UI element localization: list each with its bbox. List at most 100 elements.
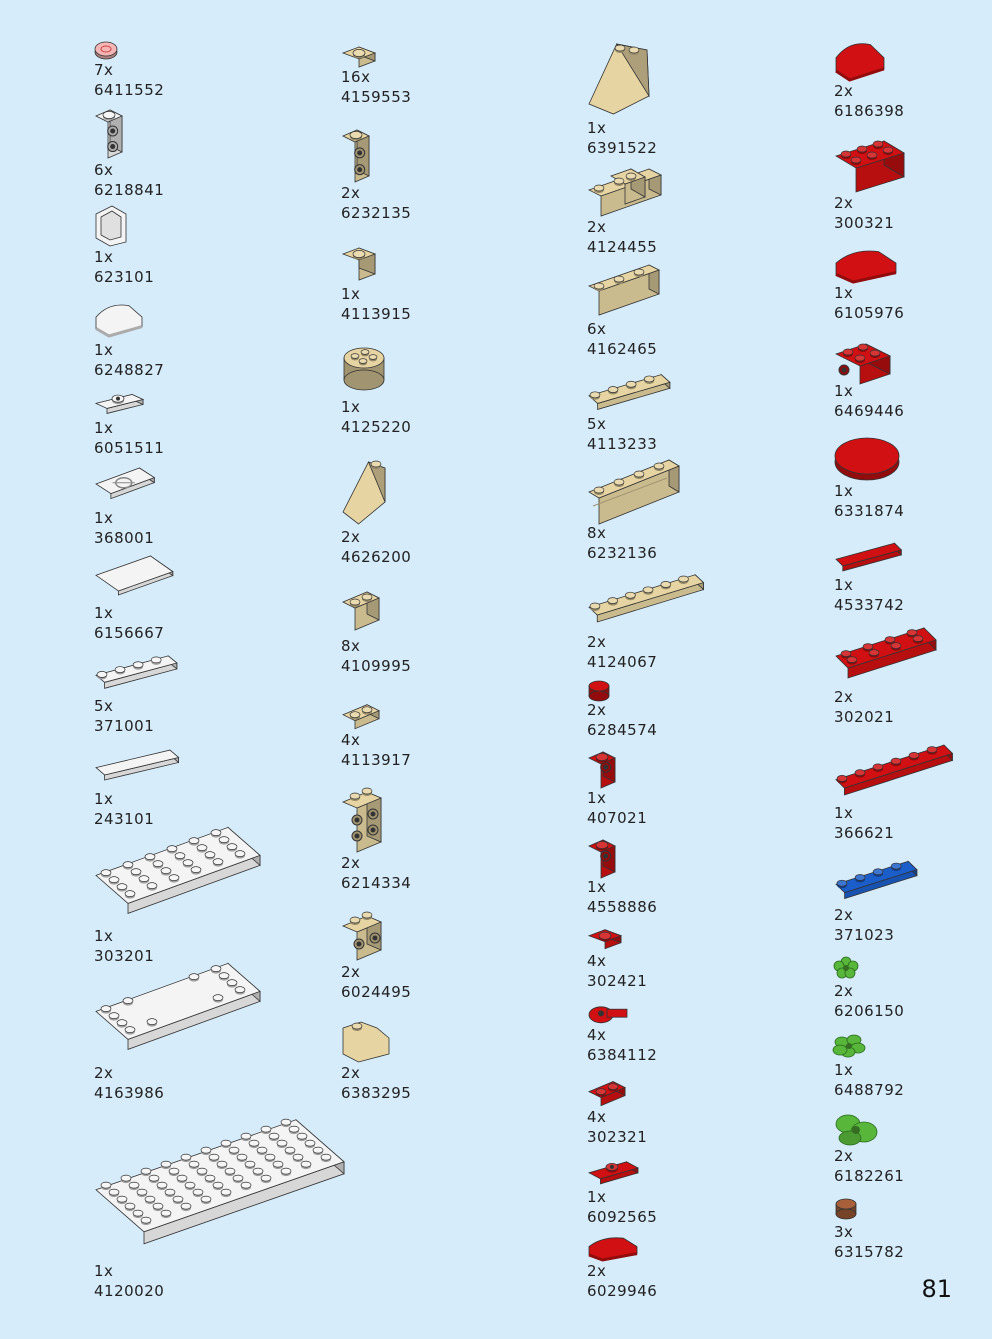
part-quantity: 1x (94, 248, 114, 266)
brick-side-stud-part-icon (588, 751, 616, 789)
part-4113915: 1x 4113915 (341, 244, 571, 326)
part-quantity: 2x (587, 218, 607, 236)
part-4113917: 4x 4113917 (341, 696, 571, 772)
part-6105976: 1x 6105976 (834, 246, 992, 325)
part-quantity: 2x (834, 194, 854, 212)
part-element-id: 6469446 (834, 402, 905, 420)
part-element-id: 366621 (834, 824, 895, 842)
part-quantity: 1x (834, 382, 854, 400)
part-quantity: 2x (341, 963, 361, 981)
part-quantity: 3x (834, 1223, 854, 1241)
plate-1x4-part-icon (588, 373, 671, 410)
leaf-cluster-part-icon (832, 1034, 866, 1058)
part-quantity: 2x (834, 1147, 854, 1165)
flat-tile-large-part-icon (95, 555, 174, 596)
parts-column-3: 1x 6391522 2x 4124455 6x 4162465 5x 4113233 8x 62… (587, 0, 817, 1339)
parts-column-2: 16x 4159553 2x 6232135 1x 4113915 1x 4125220 … (341, 0, 571, 1339)
brick-1x2-part-icon (342, 591, 380, 631)
part-element-id: 6092565 (587, 1208, 658, 1226)
part-quantity: 5x (94, 697, 114, 715)
part-quantity: 1x (341, 398, 361, 416)
part-element-id: 302421 (587, 972, 648, 990)
part-element-id: 6232135 (341, 204, 412, 222)
brick-side-stud-part-icon (588, 839, 616, 879)
part-element-id: 623101 (94, 268, 155, 286)
part-quantity: 1x (94, 790, 114, 808)
part-6051511: 1x 6051511 (94, 388, 324, 460)
brick-side-studs-4-part-icon (341, 787, 383, 853)
part-element-id: 368001 (94, 529, 155, 547)
part-element-id: 371001 (94, 717, 155, 735)
part-4533742: 1x 4533742 (834, 534, 992, 617)
part-quantity: 2x (587, 701, 607, 719)
part-element-id: 243101 (94, 810, 155, 828)
part-element-id: 6214334 (341, 874, 412, 892)
part-element-id: 6206150 (834, 1002, 905, 1020)
grille-tile-part-icon (95, 467, 156, 500)
part-quantity: 1x (94, 604, 114, 622)
tile-1x4-part-icon (835, 542, 903, 572)
part-quantity: 1x (587, 119, 607, 137)
part-quantity: 2x (341, 528, 361, 546)
plate-1x6-part-icon (835, 744, 954, 796)
part-element-id: 6488792 (834, 1081, 905, 1099)
part-element-id: 4163986 (94, 1084, 165, 1102)
window-frame-part-icon (95, 205, 127, 247)
part-371023: 2x 371023 (834, 852, 992, 947)
part-6218841: 6x 6218841 (94, 106, 324, 202)
part-6384112: 4x 6384112 (587, 998, 817, 1067)
slope-tall-part-icon (342, 460, 386, 525)
part-300321: 2x 300321 (834, 134, 992, 235)
round-brick-1x1-part-icon (835, 1198, 857, 1220)
part-element-id: 4124067 (587, 653, 658, 671)
masonry-brick-part-icon (588, 459, 680, 525)
part-4163986: 2x 4163986 (94, 962, 324, 1105)
corner-brick-part-icon (587, 168, 663, 217)
brick-2x2-side-part-icon (834, 343, 892, 385)
part-element-id: 6411552 (94, 81, 165, 99)
plate-1x6-part-icon (588, 573, 705, 623)
part-element-id: 4162465 (587, 340, 658, 358)
part-element-id: 303201 (94, 947, 155, 965)
part-element-id: 6029946 (587, 1282, 658, 1300)
part-623101: 1x 623101 (94, 204, 324, 289)
part-quantity: 1x (94, 1262, 114, 1280)
part-quantity: 1x (834, 576, 854, 594)
curved-slope-part-icon (588, 1237, 638, 1262)
part-quantity: 2x (341, 1064, 361, 1082)
plate-1x2-part-icon (588, 1080, 626, 1107)
part-407021: 1x 407021 (587, 748, 817, 830)
part-302021: 2x 302021 (834, 626, 992, 729)
part-element-id: 4533742 (834, 596, 905, 614)
part-quantity: 1x (94, 341, 114, 359)
brick-side-studs-part-icon (95, 109, 123, 159)
brick-side-studs-part-icon (342, 129, 370, 183)
part-243101: 1x 243101 (94, 740, 324, 831)
part-element-id: 6182261 (834, 1167, 905, 1185)
plate-4x6-part-icon (95, 826, 261, 914)
part-element-id: 6105976 (834, 304, 905, 322)
part-302421: 4x 302421 (587, 924, 817, 993)
part-element-id: 300321 (834, 214, 895, 232)
part-6315782: 3x 6315782 (834, 1196, 992, 1264)
part-quantity: 2x (341, 184, 361, 202)
plate-6x10-part-icon (95, 1118, 345, 1245)
part-element-id: 6156667 (94, 624, 165, 642)
part-quantity: 2x (834, 906, 854, 924)
part-quantity: 8x (341, 637, 361, 655)
part-quantity: 5x (587, 415, 607, 433)
part-quantity: 7x (94, 61, 114, 79)
plate-1x2-part-icon (342, 704, 380, 730)
part-element-id: 407021 (587, 809, 648, 827)
brick-1x3-part-icon (587, 264, 661, 316)
part-quantity: 1x (94, 927, 114, 945)
brick-1x1-part-icon (341, 247, 377, 281)
page-number: 81 (921, 1275, 952, 1303)
round-tile-part-icon (94, 41, 118, 60)
part-quantity: 2x (834, 688, 854, 706)
brick-2x3-part-icon (835, 140, 905, 193)
part-4124067: 2x 4124067 (587, 570, 817, 674)
jumper-plate-part-icon (94, 393, 145, 414)
part-4113233: 5x 4113233 (587, 366, 817, 456)
part-6092565: 1x 6092565 (587, 1154, 817, 1229)
